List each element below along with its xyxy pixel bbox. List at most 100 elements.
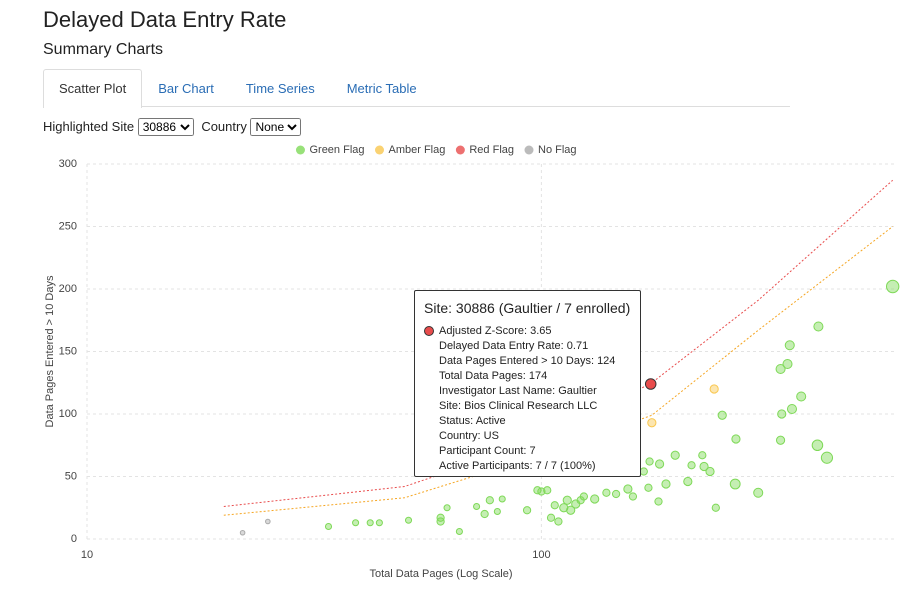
point: [522, 506, 532, 515]
legend-marker: [295, 145, 305, 155]
point: [562, 495, 572, 505]
tooltip: Site: 30886 (Gaultier / 7 enrolled) Adju…: [414, 290, 641, 477]
controls: Highlighted Site 30886 Country None: [43, 118, 305, 136]
point: [375, 519, 383, 527]
point: [352, 519, 360, 527]
page-subtitle: Summary Charts: [43, 41, 164, 58]
point: [436, 513, 445, 522]
point: [777, 409, 787, 419]
point: [644, 483, 653, 492]
point: [683, 476, 693, 487]
point: [885, 279, 900, 294]
point: [324, 522, 333, 531]
tooltip-line: Data Pages Entered > 10 Days: 124: [439, 355, 616, 367]
point: [590, 494, 600, 504]
point: [473, 502, 481, 511]
point: [498, 495, 506, 503]
tab-bar: Scatter Plot Bar Chart Time Series Metric T…: [43, 69, 790, 108]
site-select[interactable]: 30886: [137, 118, 194, 136]
point: [782, 358, 793, 370]
point: [731, 434, 741, 444]
point: [493, 507, 501, 516]
point: [813, 321, 824, 332]
point: [485, 496, 494, 505]
point: [645, 457, 654, 466]
point: [711, 503, 720, 512]
point: [699, 461, 709, 472]
point: [554, 517, 563, 526]
x-tick-label: 100: [532, 549, 550, 561]
point: [753, 487, 764, 498]
point: [366, 519, 374, 527]
y-tick-label: 200: [59, 283, 77, 295]
point: [455, 527, 463, 536]
y-tick-label: 0: [71, 533, 77, 545]
y-tick-label: 300: [59, 158, 77, 170]
tooltip-line: Delayed Data Entry Rate: 0.71: [439, 340, 589, 352]
tooltip-line: Status: Active: [439, 415, 506, 427]
point: [566, 505, 576, 515]
point: [687, 461, 696, 470]
point: [661, 479, 671, 489]
point: [709, 384, 719, 394]
point: [623, 484, 633, 494]
tooltip-marker: [424, 326, 434, 336]
point: [698, 451, 707, 460]
tooltip-line: Investigator Last Name: Gaultier: [439, 385, 597, 397]
point: [775, 363, 786, 375]
legend-label: Amber Flag: [389, 144, 446, 156]
point: [443, 504, 451, 512]
point: [654, 497, 663, 506]
page-title: Delayed Data Entry Rate: [43, 7, 287, 32]
point: [811, 439, 824, 452]
legend-marker: [524, 145, 534, 155]
point: [717, 410, 727, 420]
point: [639, 467, 648, 476]
point: [239, 529, 246, 536]
point: [784, 340, 795, 351]
tooltip-line: Active Participants: 7 / 7 (100%): [439, 460, 596, 472]
point: [579, 492, 588, 501]
tab[interactable]: Time Series: [245, 81, 315, 96]
y-tick-label: 50: [65, 470, 77, 482]
point: [404, 516, 413, 524]
legend-label: Green Flag: [309, 144, 364, 156]
legend-marker: [375, 145, 384, 155]
point: [602, 488, 611, 497]
point: [654, 459, 665, 469]
tab[interactable]: Metric Table: [346, 81, 417, 96]
label: Highlighted Site: [43, 119, 135, 134]
x-tick-label: 10: [81, 549, 93, 561]
point: [775, 435, 786, 445]
tooltip-line: Adjusted Z-Score: 3.65: [424, 324, 631, 339]
point: [550, 501, 559, 510]
y-tick-label: 150: [59, 345, 77, 357]
y-axis-label: Data Pages Entered > 10 Days: [44, 275, 56, 427]
country-select[interactable]: None: [250, 118, 302, 136]
point: [796, 391, 807, 402]
point: [647, 418, 657, 428]
tooltip-line: Total Data Pages: 174: [439, 370, 548, 382]
point: [543, 486, 552, 495]
tab[interactable]: Scatter Plot: [43, 69, 143, 108]
point: [644, 378, 657, 390]
point: [546, 513, 556, 522]
point: [265, 518, 271, 525]
legend-label: No Flag: [538, 144, 577, 156]
tooltip-line: Participant Count: 7: [439, 445, 536, 457]
label: Country: [201, 119, 247, 134]
tooltip-line: Country: US: [439, 430, 499, 442]
point: [820, 451, 834, 464]
point: [705, 466, 715, 477]
point: [670, 450, 680, 460]
y-tick-label: 250: [59, 220, 77, 232]
point: [611, 489, 621, 499]
point: [729, 478, 741, 490]
point: [480, 509, 489, 519]
tab[interactable]: Bar Chart: [158, 81, 214, 96]
legend-marker: [455, 145, 465, 155]
point: [628, 492, 638, 501]
y-tick-label: 100: [59, 408, 77, 420]
tooltip-title: Site: 30886 (Gaultier / 7 enrolled): [424, 300, 631, 316]
